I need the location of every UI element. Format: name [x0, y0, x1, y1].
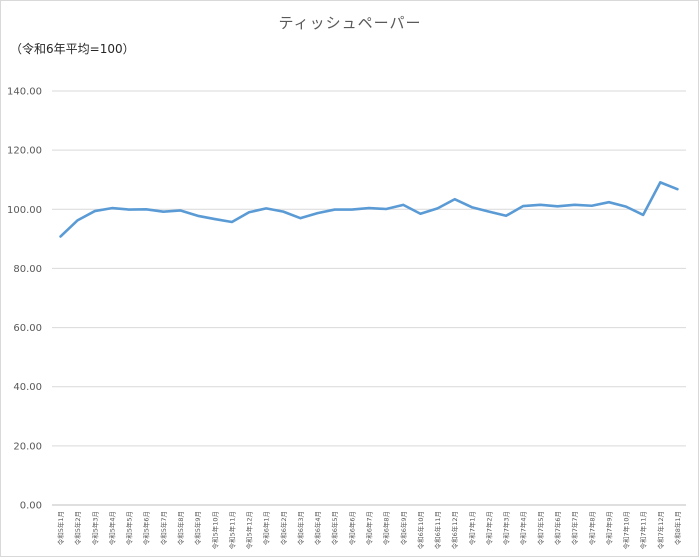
x-tick-label: 令和6年10月 [416, 511, 425, 549]
x-tick-label: 令和6年5月 [330, 511, 339, 545]
x-tick-label: 令和6年9月 [399, 511, 408, 545]
x-tick-label: 令和7年12月 [656, 511, 665, 549]
y-tick-label: 100.00 [7, 205, 42, 216]
x-tick-label: 令和6年1月 [262, 511, 271, 545]
x-tick-label: 令和5年8月 [176, 511, 185, 545]
x-tick-label: 令和6年6月 [347, 511, 356, 545]
x-tick-label: 令和7年2月 [484, 511, 493, 545]
x-tick-label: 令和5年7月 [159, 511, 168, 545]
x-tick-label: 令和6年2月 [279, 511, 288, 545]
chart-title: ティッシュペーパー [279, 14, 422, 32]
x-tick-label: 令和7年5月 [536, 511, 545, 545]
x-tick-label: 令和6年4月 [313, 511, 322, 545]
x-tick-label: 令和7年4月 [519, 511, 528, 545]
grid-lines [52, 90, 686, 506]
unit-label: （令和6年平均=100） [10, 41, 135, 56]
y-tick-label: 120.00 [7, 146, 42, 157]
x-tick-label: 令和7年10月 [622, 511, 631, 549]
y-axis-ticks: 0.00 20.00 40.00 60.00 80.00 100.00 120.00 140.… [7, 87, 42, 512]
x-tick-label: 令和8年1月 [673, 511, 682, 545]
series-line [59, 181, 679, 238]
x-tick-label: 令和7年11月 [639, 511, 648, 549]
y-tick-label: 60.00 [13, 323, 42, 334]
x-tick-label: 令和6年8月 [382, 511, 391, 545]
x-tick-label: 令和5年12月 [245, 511, 254, 549]
x-tick-label: 令和6年7月 [365, 511, 374, 545]
x-tick-label: 令和7年8月 [587, 511, 596, 545]
x-tick-label: 令和6年3月 [296, 511, 305, 545]
x-tick-label: 令和6年11月 [433, 511, 442, 549]
x-tick-label: 令和6年12月 [450, 511, 459, 549]
y-tick-label: 80.00 [13, 264, 42, 275]
x-tick-label: 令和7年7月 [570, 511, 579, 545]
x-tick-label: 令和5年6月 [142, 511, 151, 545]
x-axis-ticks: 令和5年1月 令和5年2月 令和5年3月 令和5年4月 令和5年5月 令和5年6月 令和5年… [56, 511, 682, 549]
x-tick-label: 令和5年3月 [90, 511, 99, 545]
x-tick-label: 令和5年10月 [210, 511, 219, 549]
x-tick-label: 令和5年1月 [56, 511, 65, 545]
x-tick-label: 令和5年5月 [125, 511, 134, 545]
x-tick-label: 令和7年1月 [467, 511, 476, 545]
x-tick-label: 令和7年6月 [553, 511, 562, 545]
y-tick-label: 40.00 [13, 382, 42, 393]
y-tick-label: 20.00 [13, 441, 42, 452]
series-layer [59, 181, 679, 238]
x-tick-label: 令和7年3月 [502, 511, 511, 545]
y-tick-label: 0.00 [20, 501, 42, 512]
x-tick-label: 令和5年2月 [73, 511, 82, 545]
x-tick-label: 令和7年9月 [604, 511, 613, 545]
y-tick-label: 140.00 [7, 87, 42, 98]
x-tick-label: 令和5年11月 [227, 511, 236, 549]
x-tick-label: 令和5年9月 [193, 511, 202, 545]
x-tick-label: 令和5年4月 [107, 511, 116, 545]
